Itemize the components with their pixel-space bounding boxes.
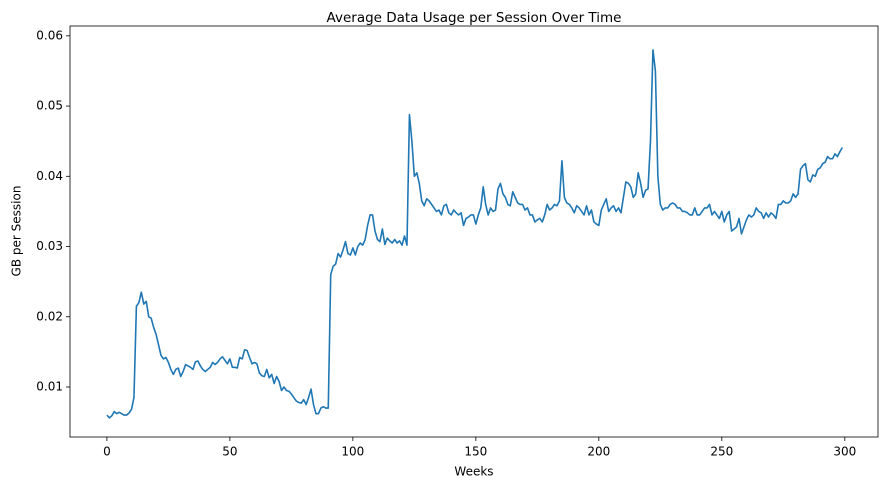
x-tick-label: 150	[464, 445, 487, 459]
y-tick-label: 0.06	[36, 28, 63, 42]
x-tick-label: 200	[587, 445, 610, 459]
x-tick-label: 100	[341, 445, 364, 459]
x-axis-label: Weeks	[454, 465, 493, 479]
y-tick-label: 0.03	[36, 239, 63, 253]
data-line	[106, 49, 844, 419]
x-tick-label: 250	[710, 445, 733, 459]
x-tick-label: 300	[833, 445, 856, 459]
chart-title: Average Data Usage per Session Over Time	[327, 10, 622, 26]
x-tick-label: 50	[222, 445, 237, 459]
y-axis-label: GB per Session	[10, 186, 24, 277]
y-tick-label: 0.01	[36, 379, 63, 393]
y-tick-label: 0.04	[36, 169, 63, 183]
y-tick-label: 0.05	[36, 99, 63, 113]
y-tick-label: 0.02	[36, 309, 63, 323]
plot-frame	[69, 25, 879, 438]
x-tick-label: 0	[103, 445, 111, 459]
